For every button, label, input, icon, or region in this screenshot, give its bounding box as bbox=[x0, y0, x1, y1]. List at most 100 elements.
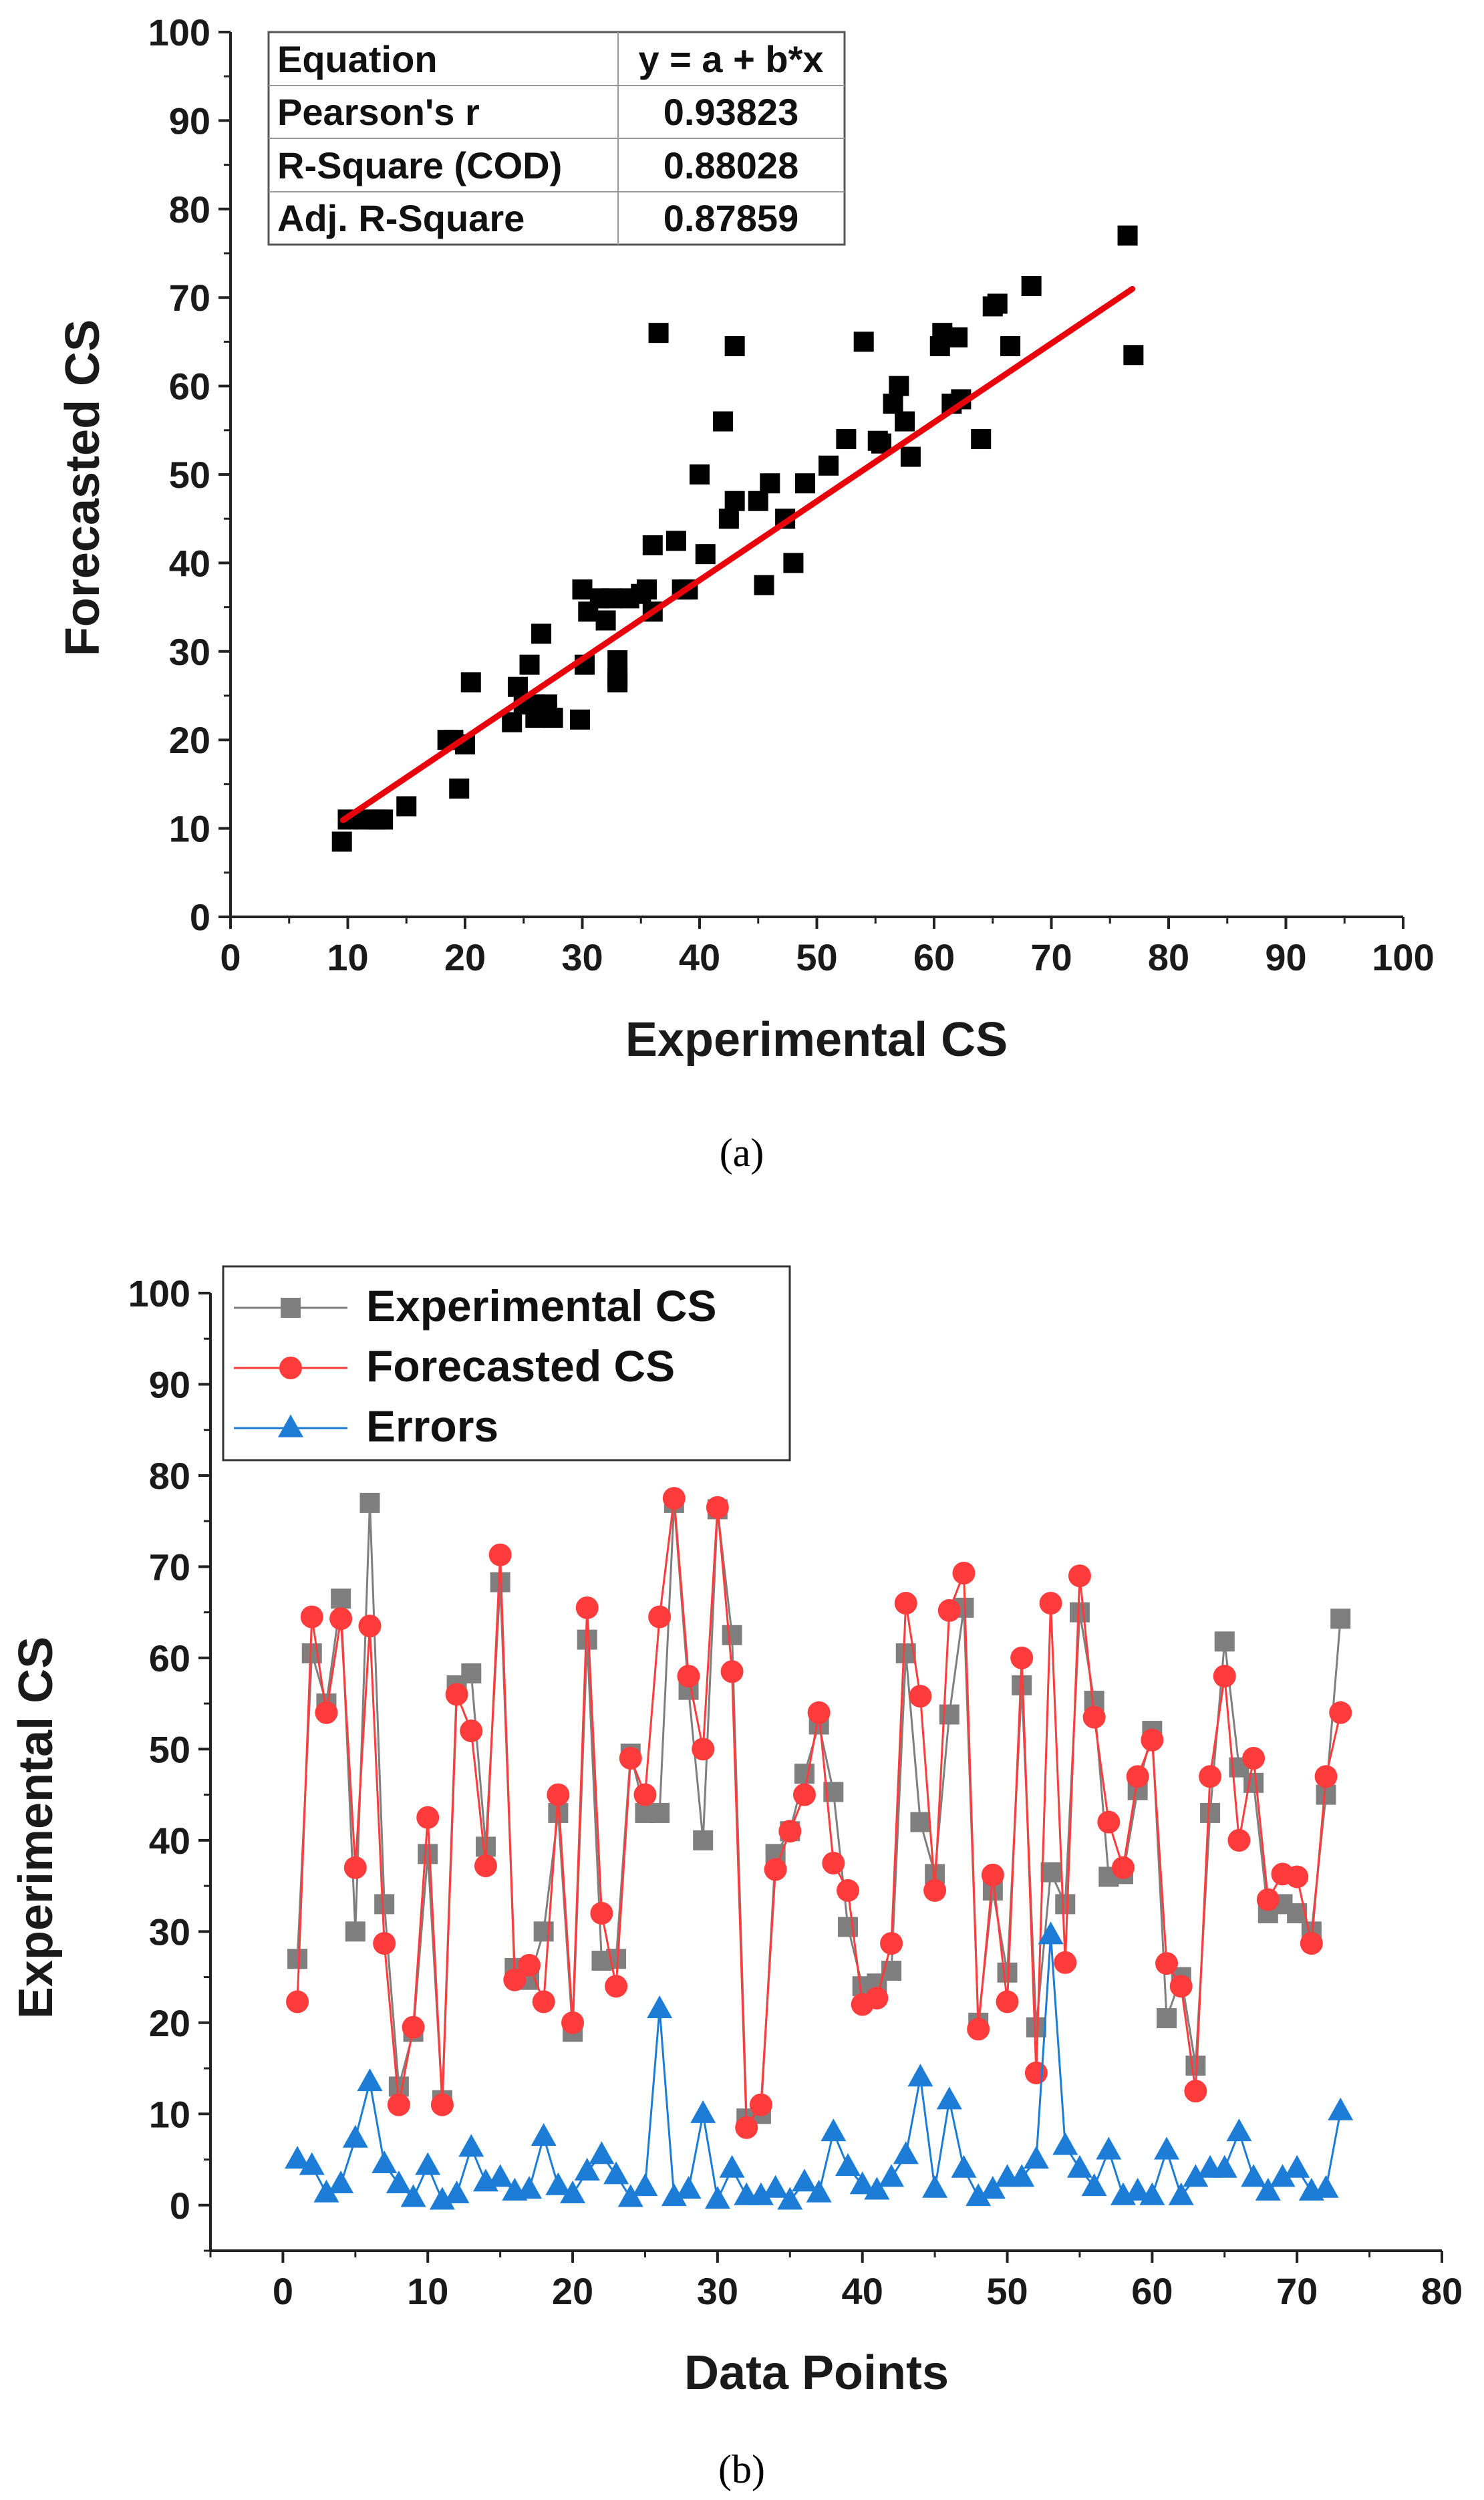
panel-b-y-tick-label: 90 bbox=[149, 1363, 190, 1405]
panel-a-x-axis-title: Experimental CS bbox=[625, 1013, 1008, 1067]
series-marker-errors bbox=[893, 2141, 919, 2165]
panel-a-y-tick-label: 50 bbox=[169, 454, 210, 496]
panel-b-caption: (b) bbox=[718, 2447, 765, 2491]
legend-label-errors: Errors bbox=[366, 1401, 498, 1451]
panel-a-data-point bbox=[569, 709, 590, 730]
panel-a-y-axis-title: Forecasted CS bbox=[56, 319, 110, 656]
series-marker-forecasted bbox=[1111, 1856, 1135, 1879]
series-marker-forecasted bbox=[474, 1854, 497, 1878]
series-marker-forecasted bbox=[503, 1968, 527, 1991]
panel-b-x-tick-label: 30 bbox=[697, 2270, 738, 2312]
panel-b-y-tick-label: 10 bbox=[149, 2093, 190, 2135]
series-marker-errors bbox=[1183, 2164, 1209, 2187]
panel-a-y-tick-label: 100 bbox=[148, 11, 210, 53]
series-marker-forecasted bbox=[1068, 1564, 1091, 1588]
series-marker-forecasted bbox=[778, 1820, 802, 1843]
panel-a-data-point bbox=[690, 464, 710, 484]
series-marker-errors bbox=[966, 2183, 992, 2207]
panel-a-data-point bbox=[373, 809, 394, 830]
series-marker-errors bbox=[487, 2164, 513, 2187]
stats-table: Equation y = a + b*x Pearson's r 0.93823… bbox=[267, 31, 846, 246]
series-marker-experimental bbox=[1243, 1772, 1264, 1793]
panel-b-y-tick-label: 100 bbox=[128, 1272, 190, 1314]
series-marker-errors bbox=[1284, 2155, 1310, 2178]
series-marker-forecasted bbox=[648, 1605, 672, 1629]
series-marker-errors bbox=[285, 2146, 311, 2169]
series-marker-experimental bbox=[1330, 1609, 1351, 1629]
series-marker-forecasted bbox=[1256, 1888, 1280, 1911]
series-marker-forecasted bbox=[894, 1592, 917, 1615]
series-errors bbox=[285, 1921, 1354, 2210]
series-marker-forecasted bbox=[1199, 1765, 1222, 1788]
panel-a-x-tick-label: 70 bbox=[1030, 936, 1072, 978]
series-marker-forecasted bbox=[605, 1975, 628, 1998]
panel-a-data-point bbox=[1123, 345, 1144, 366]
series-marker-forecasted bbox=[677, 1665, 700, 1688]
series-marker-errors bbox=[1226, 2118, 1252, 2142]
series-marker-errors bbox=[1125, 2177, 1151, 2201]
panel-a-data-point bbox=[543, 708, 563, 728]
series-marker-forecasted bbox=[692, 1738, 715, 1761]
panel-a-data-point bbox=[695, 544, 716, 565]
series-marker-experimental bbox=[1055, 1894, 1076, 1915]
series-marker-errors bbox=[806, 2179, 832, 2203]
series-marker-errors bbox=[1009, 2164, 1035, 2187]
series-marker-errors bbox=[1096, 2136, 1122, 2160]
panel-a-data-point bbox=[460, 672, 481, 693]
series-marker-forecasted bbox=[1155, 1952, 1179, 1975]
series-marker-errors bbox=[1023, 2146, 1049, 2169]
panel-a-y-tick-label: 20 bbox=[169, 719, 210, 761]
panel-a-data-point bbox=[572, 579, 593, 600]
series-marker-forecasted bbox=[1024, 2061, 1048, 2084]
panel-a-y-tick-label: 10 bbox=[169, 808, 210, 850]
series-marker-errors bbox=[545, 2172, 571, 2195]
series-marker-errors bbox=[458, 2134, 484, 2157]
series-marker-errors bbox=[936, 2086, 962, 2110]
series-marker-errors bbox=[719, 2155, 745, 2178]
panel-a-tick-labels: 0 10 20 30 40 50 60 70 80 90 100 0 10 20 30 40 50 60 70 80 9… bbox=[148, 11, 1435, 978]
panel-a-data-point bbox=[601, 588, 622, 609]
panel-a-x-tick-label: 90 bbox=[1265, 936, 1306, 978]
panel-b-y-tick-label: 20 bbox=[149, 2002, 190, 2044]
legend: Experimental CS Forecasted CS Errors bbox=[222, 1265, 791, 1462]
series-marker-forecasted bbox=[909, 1685, 932, 1708]
panel-a-scatter: 0 10 20 30 40 50 60 70 80 90 100 0 10 20 30 40 50 60 70 80 9… bbox=[56, 11, 1435, 1175]
series-marker-forecasted bbox=[1054, 1951, 1077, 1974]
panel-a-data-point bbox=[637, 579, 657, 600]
panel-a-data-point bbox=[1000, 336, 1021, 357]
panel-a-data-point bbox=[900, 446, 921, 467]
series-marker-forecasted bbox=[1097, 1810, 1121, 1834]
series-marker-forecasted bbox=[1329, 1701, 1352, 1724]
series-marker-errors bbox=[907, 2064, 933, 2087]
panel-a-data-point bbox=[987, 293, 1008, 314]
series-marker-forecasted bbox=[300, 1605, 323, 1629]
panel-a-data-point bbox=[760, 473, 780, 494]
series-forecasted bbox=[286, 1487, 1352, 2139]
panel-a-data-point bbox=[607, 650, 628, 671]
panel-a-x-tick-label: 80 bbox=[1148, 936, 1189, 978]
series-marker-experimental bbox=[331, 1588, 351, 1609]
panel-b-x-tick-label: 50 bbox=[986, 2270, 1028, 2312]
panel-a-x-tick-label: 20 bbox=[444, 936, 486, 978]
panel-b-x-tick-label: 20 bbox=[552, 2270, 593, 2312]
series-marker-forecasted bbox=[735, 2116, 758, 2139]
series-marker-forecasted bbox=[633, 1783, 657, 1806]
series-marker-experimental bbox=[533, 1921, 554, 1942]
series-marker-errors bbox=[1211, 2155, 1237, 2178]
series-marker-errors bbox=[516, 2176, 543, 2199]
panel-a-data-point bbox=[607, 672, 628, 693]
series-marker-errors bbox=[1066, 2155, 1092, 2178]
stats-value-equation: y = a + b*x bbox=[638, 38, 823, 80]
series-marker-forecasted bbox=[1010, 1646, 1034, 1669]
series-marker-experimental bbox=[693, 1830, 714, 1850]
series-marker-errors bbox=[357, 2068, 383, 2092]
series-marker-forecasted bbox=[1286, 1865, 1309, 1889]
series-marker-forecasted bbox=[402, 2016, 425, 2039]
legend-label-forecasted: Forecasted CS bbox=[366, 1341, 675, 1391]
panel-a-data-point bbox=[836, 429, 857, 450]
series-marker-errors bbox=[415, 2152, 441, 2175]
panel-b-y-tick-label: 80 bbox=[149, 1455, 190, 1497]
series-marker-forecasted bbox=[1242, 1747, 1266, 1770]
series-marker-experimental bbox=[1040, 1862, 1061, 1883]
series-marker-forecasted bbox=[329, 1607, 353, 1631]
